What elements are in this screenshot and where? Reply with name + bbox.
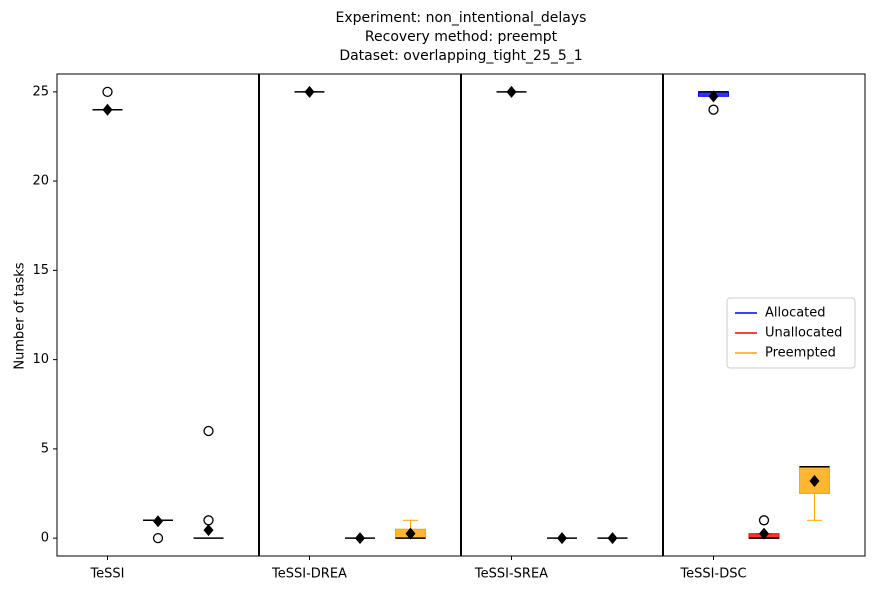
flier — [102, 86, 113, 98]
flier — [203, 425, 214, 437]
y-tick-label: 20 — [32, 174, 49, 189]
flier — [758, 515, 770, 526]
mean-marker — [759, 527, 769, 540]
mean-marker — [506, 85, 517, 98]
x-tick-label: TeSSI-SREA — [474, 567, 548, 582]
x-tick-label: TeSSI-DSC — [679, 567, 746, 582]
mean-marker — [708, 90, 719, 103]
y-tick-label: 5 — [41, 441, 49, 456]
legend-label: Allocated — [765, 306, 826, 321]
chart-title: Experiment: non_intentional_delays — [336, 10, 587, 26]
mean-marker — [355, 532, 365, 545]
legend-frame — [726, 297, 856, 369]
mean-marker — [557, 532, 567, 545]
chart-title: Recovery method: preempt — [365, 29, 558, 45]
x-tick-label: TeSSI — [89, 567, 124, 582]
mean-marker — [809, 475, 820, 488]
flier — [152, 532, 164, 544]
y-tick-label: 25 — [32, 84, 49, 99]
mean-marker — [304, 85, 315, 98]
x-tick-label: TeSSI-DREA — [271, 567, 347, 582]
mean-marker — [102, 103, 113, 116]
y-tick-label: 0 — [41, 531, 49, 546]
y-axis-label: Number of tasks — [13, 262, 28, 369]
legend-label: Unallocated — [765, 326, 842, 341]
mean-marker — [153, 515, 163, 528]
mean-marker — [203, 524, 214, 537]
flier — [708, 104, 719, 115]
mean-marker — [607, 532, 618, 545]
flier — [203, 515, 214, 526]
chart-title: Dataset: overlapping_tight_25_5_1 — [339, 48, 582, 64]
y-tick-label: 10 — [32, 352, 49, 367]
mean-marker — [405, 527, 416, 540]
y-tick-label: 15 — [32, 263, 49, 278]
legend-label: Preempted — [765, 346, 836, 361]
